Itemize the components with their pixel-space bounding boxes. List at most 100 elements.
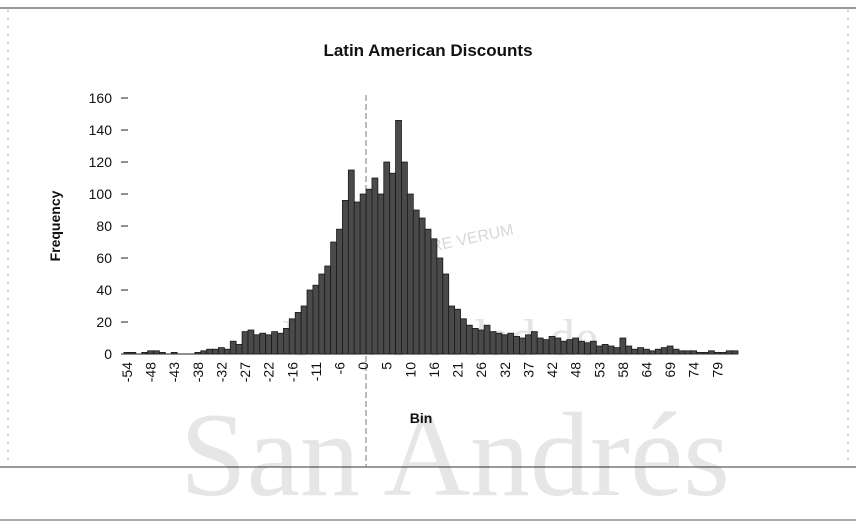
bar <box>418 217 426 355</box>
bar <box>654 348 662 355</box>
bar <box>566 339 574 355</box>
x-tick-label: -32 <box>213 362 229 382</box>
bar <box>637 347 644 355</box>
y-tick-label: 0 <box>104 346 112 362</box>
bar <box>519 337 526 355</box>
bar <box>300 305 308 355</box>
x-tick-label: 26 <box>473 362 489 378</box>
bar <box>625 345 633 355</box>
x-tick-label: 53 <box>591 362 607 378</box>
bar <box>218 347 225 355</box>
bar <box>631 348 639 355</box>
x-tick-label: -22 <box>261 362 277 382</box>
bar <box>489 331 497 355</box>
bar <box>530 331 538 355</box>
y-tick-label: 120 <box>89 154 113 170</box>
bar <box>572 337 579 355</box>
x-tick-label: 10 <box>402 362 418 378</box>
bar <box>253 334 261 355</box>
bar <box>643 348 650 355</box>
bar <box>371 177 379 355</box>
x-tick-label: -43 <box>166 362 182 382</box>
x-tick-label: -6 <box>331 362 347 375</box>
bar <box>229 340 237 355</box>
bar <box>283 327 290 355</box>
bar <box>560 340 568 355</box>
x-tick-label: 48 <box>568 362 584 378</box>
bar <box>613 347 621 355</box>
bar <box>460 318 467 355</box>
bar <box>501 334 509 355</box>
bar <box>235 343 243 355</box>
y-axis-title: Frequency <box>47 190 63 261</box>
bar <box>330 241 337 355</box>
bar <box>672 348 680 355</box>
x-tick-label: 16 <box>426 362 442 378</box>
x-tick-label: -27 <box>237 362 253 382</box>
bar <box>277 332 284 355</box>
bar <box>607 345 615 355</box>
y-tick-label: 100 <box>89 186 113 202</box>
x-tick-label: 58 <box>615 362 631 378</box>
y-tick-label: 60 <box>96 250 112 266</box>
bar <box>430 238 438 355</box>
x-tick-label: 79 <box>709 362 725 378</box>
bar <box>542 339 550 355</box>
bar <box>389 172 396 355</box>
bar <box>513 335 520 355</box>
y-tick-label: 40 <box>96 282 112 298</box>
x-tick-label: 21 <box>450 362 466 378</box>
bar <box>477 329 485 355</box>
bar <box>259 332 267 355</box>
bar <box>660 347 668 355</box>
y-tick-label: 80 <box>96 218 112 234</box>
bar <box>483 324 491 355</box>
x-tick-label: -38 <box>190 362 206 382</box>
x-axis-title: Bin <box>410 410 433 426</box>
bar <box>324 265 332 355</box>
bar <box>601 343 609 355</box>
x-tick-label: 64 <box>638 362 654 378</box>
bar <box>507 332 515 355</box>
watermark-line: San Andrés <box>180 388 730 521</box>
bar <box>595 345 603 355</box>
x-tick-label: 37 <box>520 362 536 378</box>
bar <box>206 348 213 355</box>
x-tick-label: 74 <box>686 362 702 378</box>
bar <box>377 193 385 355</box>
bar <box>265 334 272 355</box>
y-tick-label: 140 <box>89 122 113 138</box>
bar <box>548 335 556 355</box>
bar <box>424 228 432 355</box>
bar <box>590 340 597 355</box>
bar <box>471 327 479 355</box>
bar <box>495 332 503 355</box>
bar <box>401 161 408 355</box>
bar <box>412 209 420 355</box>
x-tick-label: -16 <box>284 362 300 382</box>
bar <box>436 257 444 355</box>
bar <box>306 289 314 355</box>
bar <box>336 228 343 355</box>
bar <box>294 311 302 355</box>
bar <box>247 329 255 355</box>
bar <box>365 188 373 355</box>
bar <box>223 348 231 355</box>
bar <box>312 284 320 355</box>
x-tick-label: 5 <box>379 362 395 370</box>
bar <box>536 337 544 355</box>
bar <box>288 318 296 355</box>
bar <box>619 337 627 355</box>
bar <box>442 273 450 355</box>
bar <box>241 331 249 355</box>
bar <box>584 342 591 355</box>
bar <box>353 201 361 355</box>
chart-title: Latin American Discounts <box>323 41 532 60</box>
x-tick-label: 42 <box>544 362 560 378</box>
x-tick-label: 69 <box>662 362 678 378</box>
bar <box>666 345 674 355</box>
bar <box>466 324 473 355</box>
x-tick-label: -48 <box>143 362 159 382</box>
